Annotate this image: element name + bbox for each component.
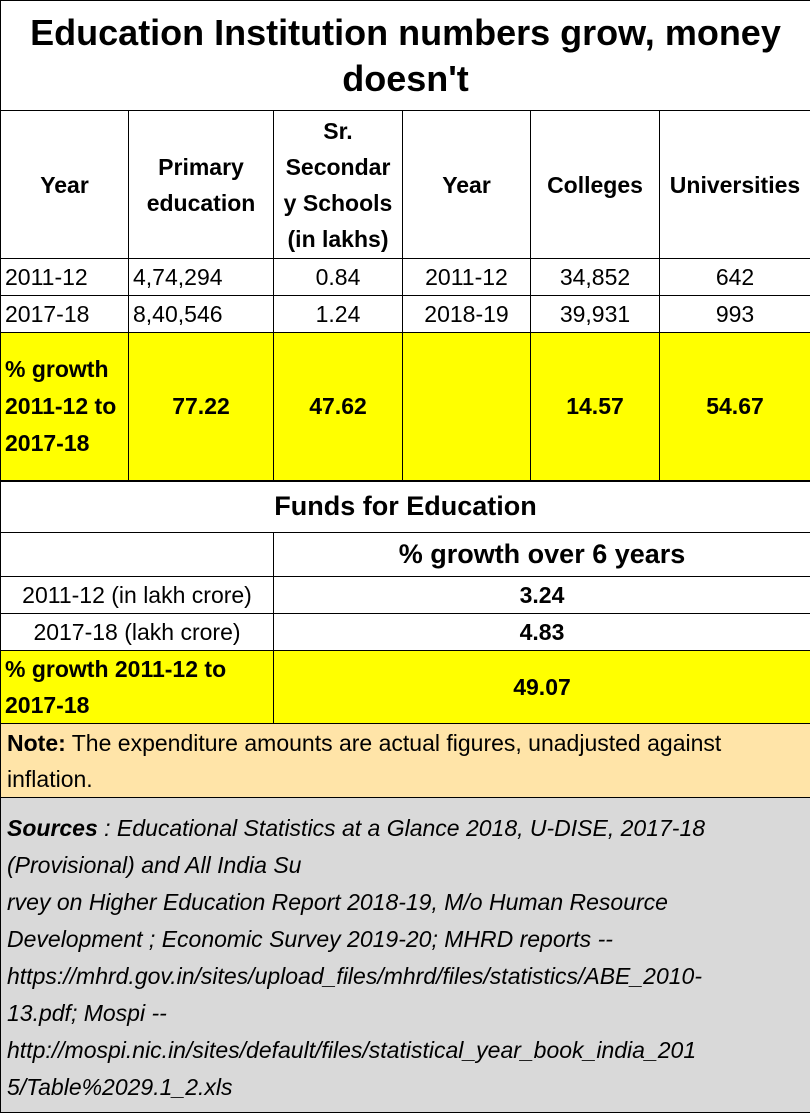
sources-label: Sources [7,815,98,841]
funds-header-row: % growth over 6 years [1,533,810,577]
funds-growth-value: 49.07 [274,651,810,724]
note-label: Note: [7,730,66,756]
sources: Sources : Educational Statistics at a Gl… [1,798,810,1113]
table-cell: 1.24 [274,296,403,333]
sources-line: https://mhrd.gov.in/sites/upload_files/m… [7,958,804,995]
table-cell: 34,852 [531,259,660,296]
funds-title: Funds for Education [1,481,810,533]
table-cell: 2011-12 [403,259,531,296]
funds-row-value: 4.83 [274,614,810,651]
table-cell: 642 [660,259,810,296]
header-year: Year [1,111,129,259]
page-title: Education Institution numbers grow, mone… [1,1,810,111]
table-cell: 2011-12 [1,259,129,296]
funds-growth-row: % growth 2011-12 to 2017-18 49.07 [1,651,810,724]
sources-text: : Educational Statistics at a Glance 201… [98,815,705,841]
note: Note: The expenditure amounts are actual… [1,724,810,798]
growth-row: % growth 2011-12 to 2017-18 77.22 47.62 … [1,333,810,481]
growth-label: % growth 2011-12 to 2017-18 [1,333,129,481]
sources-line: http://mospi.nic.in/sites/default/files/… [7,1032,804,1069]
header-primary-education: Primary education [129,111,274,259]
header-universities: Universities [660,111,810,259]
sources-line: 13.pdf; Mospi -- [7,995,804,1032]
header-year-2: Year [403,111,531,259]
funds-row: 2017-18 (lakh crore) 4.83 [1,614,810,651]
table-row: 2017-18 8,40,546 1.24 2018-19 39,931 993 [1,296,810,333]
note-text: The expenditure amounts are actual figur… [7,730,721,792]
growth-universities: 54.67 [660,333,810,481]
header-colleges: Colleges [531,111,660,259]
sources-line: (Provisional) and All India Su [7,847,804,884]
funds-growth-label: % growth 2011-12 to 2017-18 [1,651,274,724]
header-row: Year Primary education Sr. Secondar y Sc… [1,111,810,259]
table-cell: 2017-18 [1,296,129,333]
funds-row-label: 2011-12 (in lakh crore) [1,577,274,614]
funds-row-label: 2017-18 (lakh crore) [1,614,274,651]
funds-row: 2011-12 (in lakh crore) 3.24 [1,577,810,614]
table-cell: 4,74,294 [129,259,274,296]
table-cell: 2018-19 [403,296,531,333]
growth-secondary: 47.62 [274,333,403,481]
table-cell: 0.84 [274,259,403,296]
sources-line: 5/Table%2029.1_2.xls [7,1069,804,1106]
funds-header-empty [1,533,274,577]
header-sr-secondary-schools: Sr. Secondar y Schools (in lakhs) [274,111,403,259]
growth-primary: 77.22 [129,333,274,481]
growth-empty [403,333,531,481]
growth-colleges: 14.57 [531,333,660,481]
table-cell: 8,40,546 [129,296,274,333]
funds-row-value: 3.24 [274,577,810,614]
sources-line: Sources : Educational Statistics at a Gl… [7,810,804,847]
sources-line: rvey on Higher Education Report 2018-19,… [7,884,804,921]
funds-column-header: % growth over 6 years [274,533,810,577]
table-row: 2011-12 4,74,294 0.84 2011-12 34,852 642 [1,259,810,296]
table-cell: 993 [660,296,810,333]
sources-line: Development ; Economic Survey 2019-20; M… [7,921,804,958]
table-cell: 39,931 [531,296,660,333]
